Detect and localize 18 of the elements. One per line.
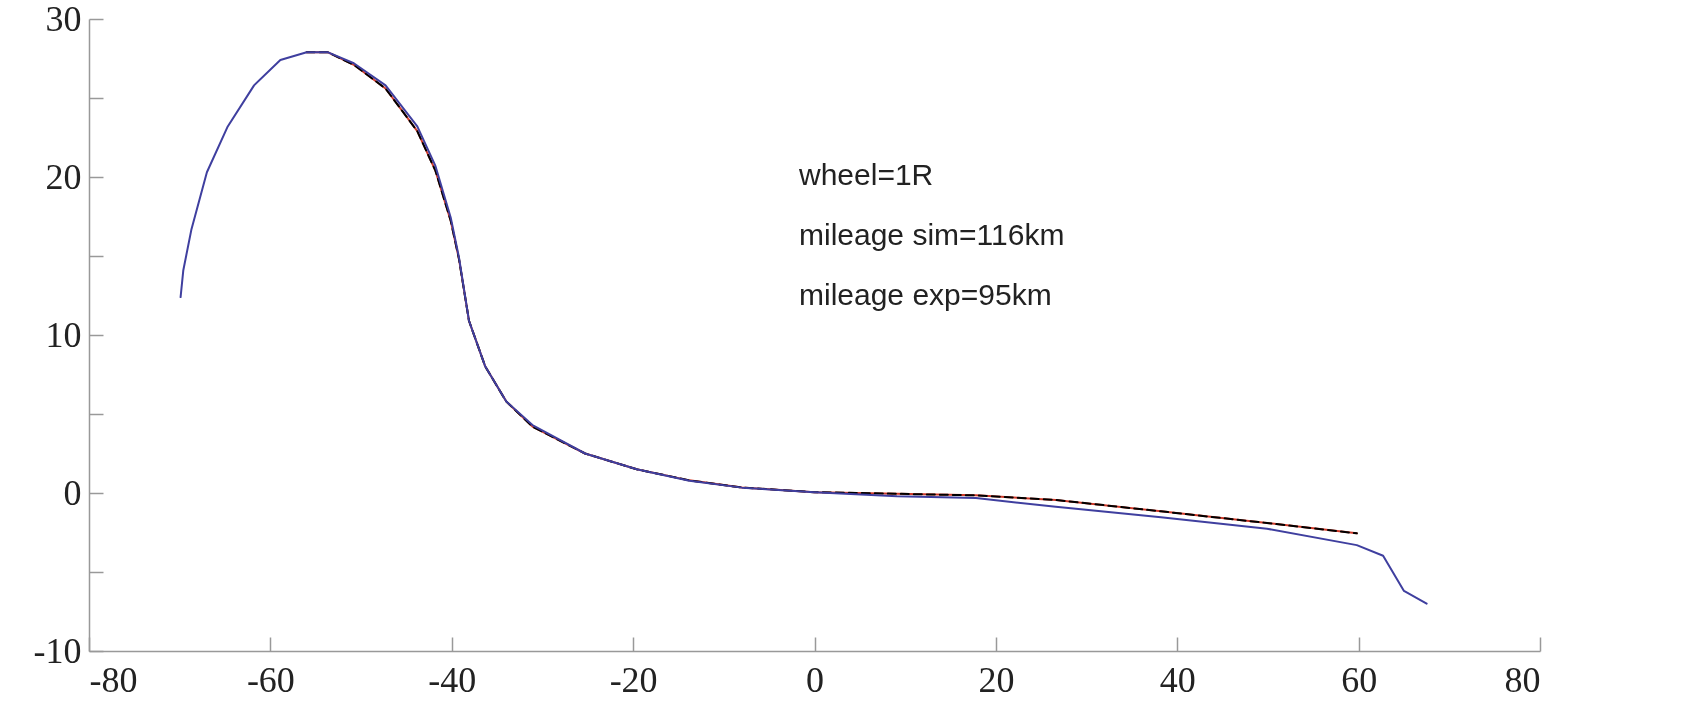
x-tick-label: 60 bbox=[1341, 659, 1378, 700]
annotation: wheel=1R bbox=[798, 158, 934, 191]
x-tick-label: 80 bbox=[1504, 659, 1541, 700]
x-tick-label: 40 bbox=[1159, 659, 1196, 700]
y-tick-label: 0 bbox=[63, 472, 82, 513]
x-tick-label: -40 bbox=[428, 659, 477, 700]
x-tick-label: 20 bbox=[978, 659, 1015, 700]
x-tick-label: -60 bbox=[246, 659, 295, 700]
y-tick-label: 30 bbox=[45, 0, 82, 39]
annotation: mileage exp=95km bbox=[799, 278, 1052, 311]
annotation: mileage sim=116km bbox=[799, 218, 1065, 251]
x-tick-label: -80 bbox=[89, 659, 138, 700]
x-tick-label: -20 bbox=[609, 659, 658, 700]
x-tick-label: 0 bbox=[806, 659, 824, 700]
line-series bbox=[179, 51, 1428, 605]
y-tick-label: 10 bbox=[45, 314, 82, 355]
y-tick-label: 20 bbox=[45, 156, 82, 197]
y-tick-label: -10 bbox=[33, 630, 82, 671]
